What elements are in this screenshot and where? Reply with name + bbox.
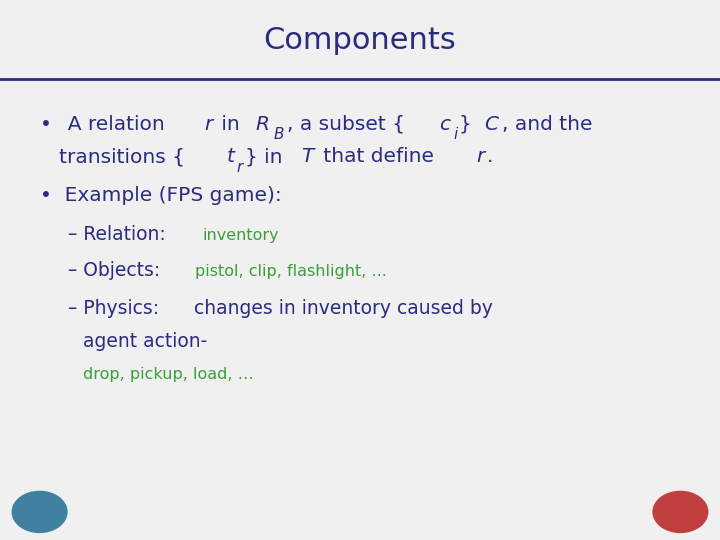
Text: in: in [215, 114, 246, 133]
Text: drop, pickup, load, …: drop, pickup, load, … [83, 367, 253, 382]
Text: , and the: , and the [502, 114, 593, 133]
Text: R: R [256, 114, 269, 133]
Text: .: . [487, 147, 493, 166]
Text: – Relation:: – Relation: [68, 225, 172, 244]
Text: } in: } in [245, 147, 289, 166]
Circle shape [653, 491, 708, 532]
Text: r: r [477, 147, 485, 166]
Text: •: • [40, 114, 51, 133]
Text: – Objects:: – Objects: [68, 261, 166, 280]
Text: that define: that define [318, 147, 441, 166]
Text: changes in inventory caused by: changes in inventory caused by [194, 299, 492, 318]
Text: pistol, clip, flashlight, ...: pistol, clip, flashlight, ... [195, 265, 387, 280]
Text: T: T [302, 147, 314, 166]
Text: Components: Components [264, 26, 456, 55]
Text: }: } [459, 114, 478, 133]
Text: i: i [454, 127, 458, 143]
Text: c: c [439, 114, 451, 133]
Text: t: t [227, 147, 235, 166]
Text: agent action-: agent action- [83, 332, 207, 350]
Text: C: C [484, 114, 498, 133]
Text: B: B [274, 127, 284, 143]
Text: inventory: inventory [202, 228, 279, 243]
Text: r: r [204, 114, 213, 133]
Text: transitions {: transitions { [40, 147, 184, 166]
Text: •  Example (FPS game):: • Example (FPS game): [40, 186, 282, 205]
Text: r: r [237, 160, 243, 175]
Text: , a subset {: , a subset { [287, 114, 405, 133]
Circle shape [12, 491, 67, 532]
Text: 🛡: 🛡 [34, 502, 45, 522]
Text: A relation: A relation [55, 114, 171, 133]
Text: – Physics:: – Physics: [68, 299, 166, 318]
